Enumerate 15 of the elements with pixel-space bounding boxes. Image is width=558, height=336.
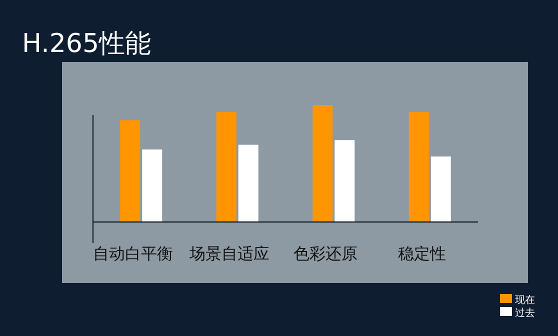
legend-label: 过去 [515,307,535,319]
x-tick-label: 场景自适应 [188,244,270,263]
bar [430,156,451,222]
x-tick-label: 稳定性 [398,244,446,263]
legend-label: 现在 [515,294,535,306]
bar [216,112,236,222]
x-tick-label: 自动白平衡 [93,244,174,263]
bar [312,105,333,222]
bar [120,120,140,222]
bar [334,140,355,222]
bar [408,112,429,222]
bar [238,144,258,222]
bar [142,149,162,222]
chart-title: H.265性能 [22,29,151,59]
x-tick-label: 色彩还原 [294,244,358,263]
